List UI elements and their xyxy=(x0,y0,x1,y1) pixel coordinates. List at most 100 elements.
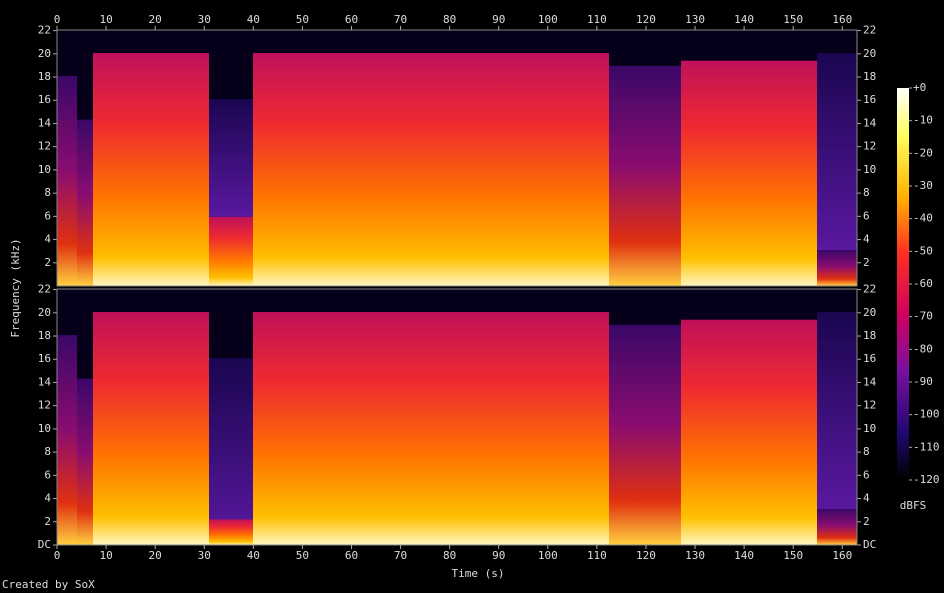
y-tick-label: 18 xyxy=(38,70,51,83)
x-tick-label: 150 xyxy=(783,549,803,562)
x-tick-label: 130 xyxy=(685,549,705,562)
y-tick-label: 2 xyxy=(44,515,51,528)
y-axis-label: Frequency (kHz) xyxy=(9,238,22,337)
spectrum-band xyxy=(609,324,681,545)
x-tick-label: 10 xyxy=(99,13,112,26)
y-tick-label: 22 xyxy=(38,283,51,296)
x-tick-label: 0 xyxy=(54,13,61,26)
y-tick-label: 8 xyxy=(44,186,51,199)
y-tick-label: 6 xyxy=(863,468,870,481)
y-tick-label: 18 xyxy=(863,329,876,342)
spectrum-band xyxy=(77,378,93,545)
x-tick-label: 70 xyxy=(394,13,407,26)
y-tick-label: 12 xyxy=(863,399,876,412)
x-tick-label: 20 xyxy=(149,549,162,562)
y-tick-label: 16 xyxy=(863,352,876,365)
x-tick-label: 60 xyxy=(345,13,358,26)
y-tick-label: 22 xyxy=(863,283,876,296)
y-tick-label: 14 xyxy=(863,375,877,388)
colorbar-tick-label: -10 xyxy=(913,114,933,127)
spectrum-band xyxy=(609,65,681,286)
colorbar-tick-label: -30 xyxy=(913,179,933,192)
y-tick-label: 18 xyxy=(38,329,51,342)
y-tick-label: 22 xyxy=(38,24,51,37)
spectrum-band xyxy=(817,509,857,545)
x-tick-label: 110 xyxy=(587,549,607,562)
y-tick-label: 2 xyxy=(863,515,870,528)
plot-haze xyxy=(817,312,857,510)
y-tick-label: 4 xyxy=(863,492,870,505)
plot-haze xyxy=(209,99,253,217)
y-tick-label: 14 xyxy=(38,375,52,388)
y-tick-label: 4 xyxy=(863,233,870,246)
y-tick-label: 16 xyxy=(863,93,876,106)
y-tick-label: 20 xyxy=(38,47,51,60)
y-tick-label: DC xyxy=(38,538,51,551)
y-tick-label: 16 xyxy=(38,352,51,365)
plot-haze xyxy=(817,53,857,251)
x-tick-label: 160 xyxy=(832,13,852,26)
colorbar-tick-label: -120 xyxy=(913,473,940,486)
y-tick-label: 6 xyxy=(44,209,51,222)
spectrum-band xyxy=(93,53,209,286)
colorbar-tick-label: -60 xyxy=(913,277,933,290)
y-tick-label: 8 xyxy=(863,445,870,458)
y-tick-label: DC xyxy=(863,538,876,551)
y-tick-label: 20 xyxy=(863,306,876,319)
spectrum-band xyxy=(681,319,817,545)
y-tick-label: 16 xyxy=(38,93,51,106)
spectrum-band xyxy=(77,119,93,286)
y-tick-label: 20 xyxy=(38,306,51,319)
x-axis-label: Time (s) xyxy=(452,567,505,580)
colorbar-tick-label: -40 xyxy=(913,212,933,225)
y-tick-label: 18 xyxy=(863,70,876,83)
y-tick-label: 8 xyxy=(44,445,51,458)
x-tick-label: 110 xyxy=(587,13,607,26)
plot-frame xyxy=(56,29,858,287)
x-tick-label: 140 xyxy=(734,13,754,26)
x-tick-label: 50 xyxy=(296,13,309,26)
colorbar xyxy=(897,88,909,480)
y-tick-label: 14 xyxy=(38,116,52,129)
footer: Created by SoX xyxy=(2,578,95,591)
plot-frame xyxy=(56,288,858,546)
x-tick-label: 40 xyxy=(247,13,260,26)
y-tick-label: 4 xyxy=(44,233,51,246)
x-tick-label: 50 xyxy=(296,549,309,562)
y-tick-label: 22 xyxy=(863,24,876,37)
x-tick-label: 30 xyxy=(198,549,211,562)
colorbar-tick-label: -50 xyxy=(913,244,933,257)
x-tick-label: 20 xyxy=(149,13,162,26)
y-tick-label: 12 xyxy=(863,140,876,153)
y-tick-label: 12 xyxy=(38,399,51,412)
spectrum-band xyxy=(209,519,253,545)
x-tick-label: 40 xyxy=(247,549,260,562)
y-tick-label: 12 xyxy=(38,140,51,153)
x-tick-label: 120 xyxy=(636,549,656,562)
y-tick-label: 6 xyxy=(863,209,870,222)
y-tick-label: 8 xyxy=(863,186,870,199)
x-tick-label: 130 xyxy=(685,13,705,26)
x-tick-label: 100 xyxy=(538,13,558,26)
colorbar-tick-label: -110 xyxy=(913,440,940,453)
colorbar-tick-label: -100 xyxy=(913,408,940,421)
colorbar-tick-label: +0 xyxy=(913,81,926,94)
y-tick-label: 10 xyxy=(38,422,51,435)
x-tick-label: 90 xyxy=(492,13,505,26)
y-tick-label: 4 xyxy=(44,492,51,505)
spectrum-band xyxy=(57,76,77,286)
x-tick-label: 10 xyxy=(99,549,112,562)
x-tick-label: 30 xyxy=(198,13,211,26)
colorbar-tick-label: -20 xyxy=(913,146,933,159)
spectrum-band xyxy=(681,60,817,286)
x-tick-label: 140 xyxy=(734,549,754,562)
y-tick-label: 2 xyxy=(44,256,51,269)
y-tick-label: 2 xyxy=(863,256,870,269)
plot-haze xyxy=(209,358,253,545)
spectrum-band xyxy=(253,53,609,286)
x-tick-label: 70 xyxy=(394,549,407,562)
x-tick-label: 80 xyxy=(443,549,456,562)
spectrum-band xyxy=(253,312,609,545)
spectrum-band xyxy=(817,250,857,286)
